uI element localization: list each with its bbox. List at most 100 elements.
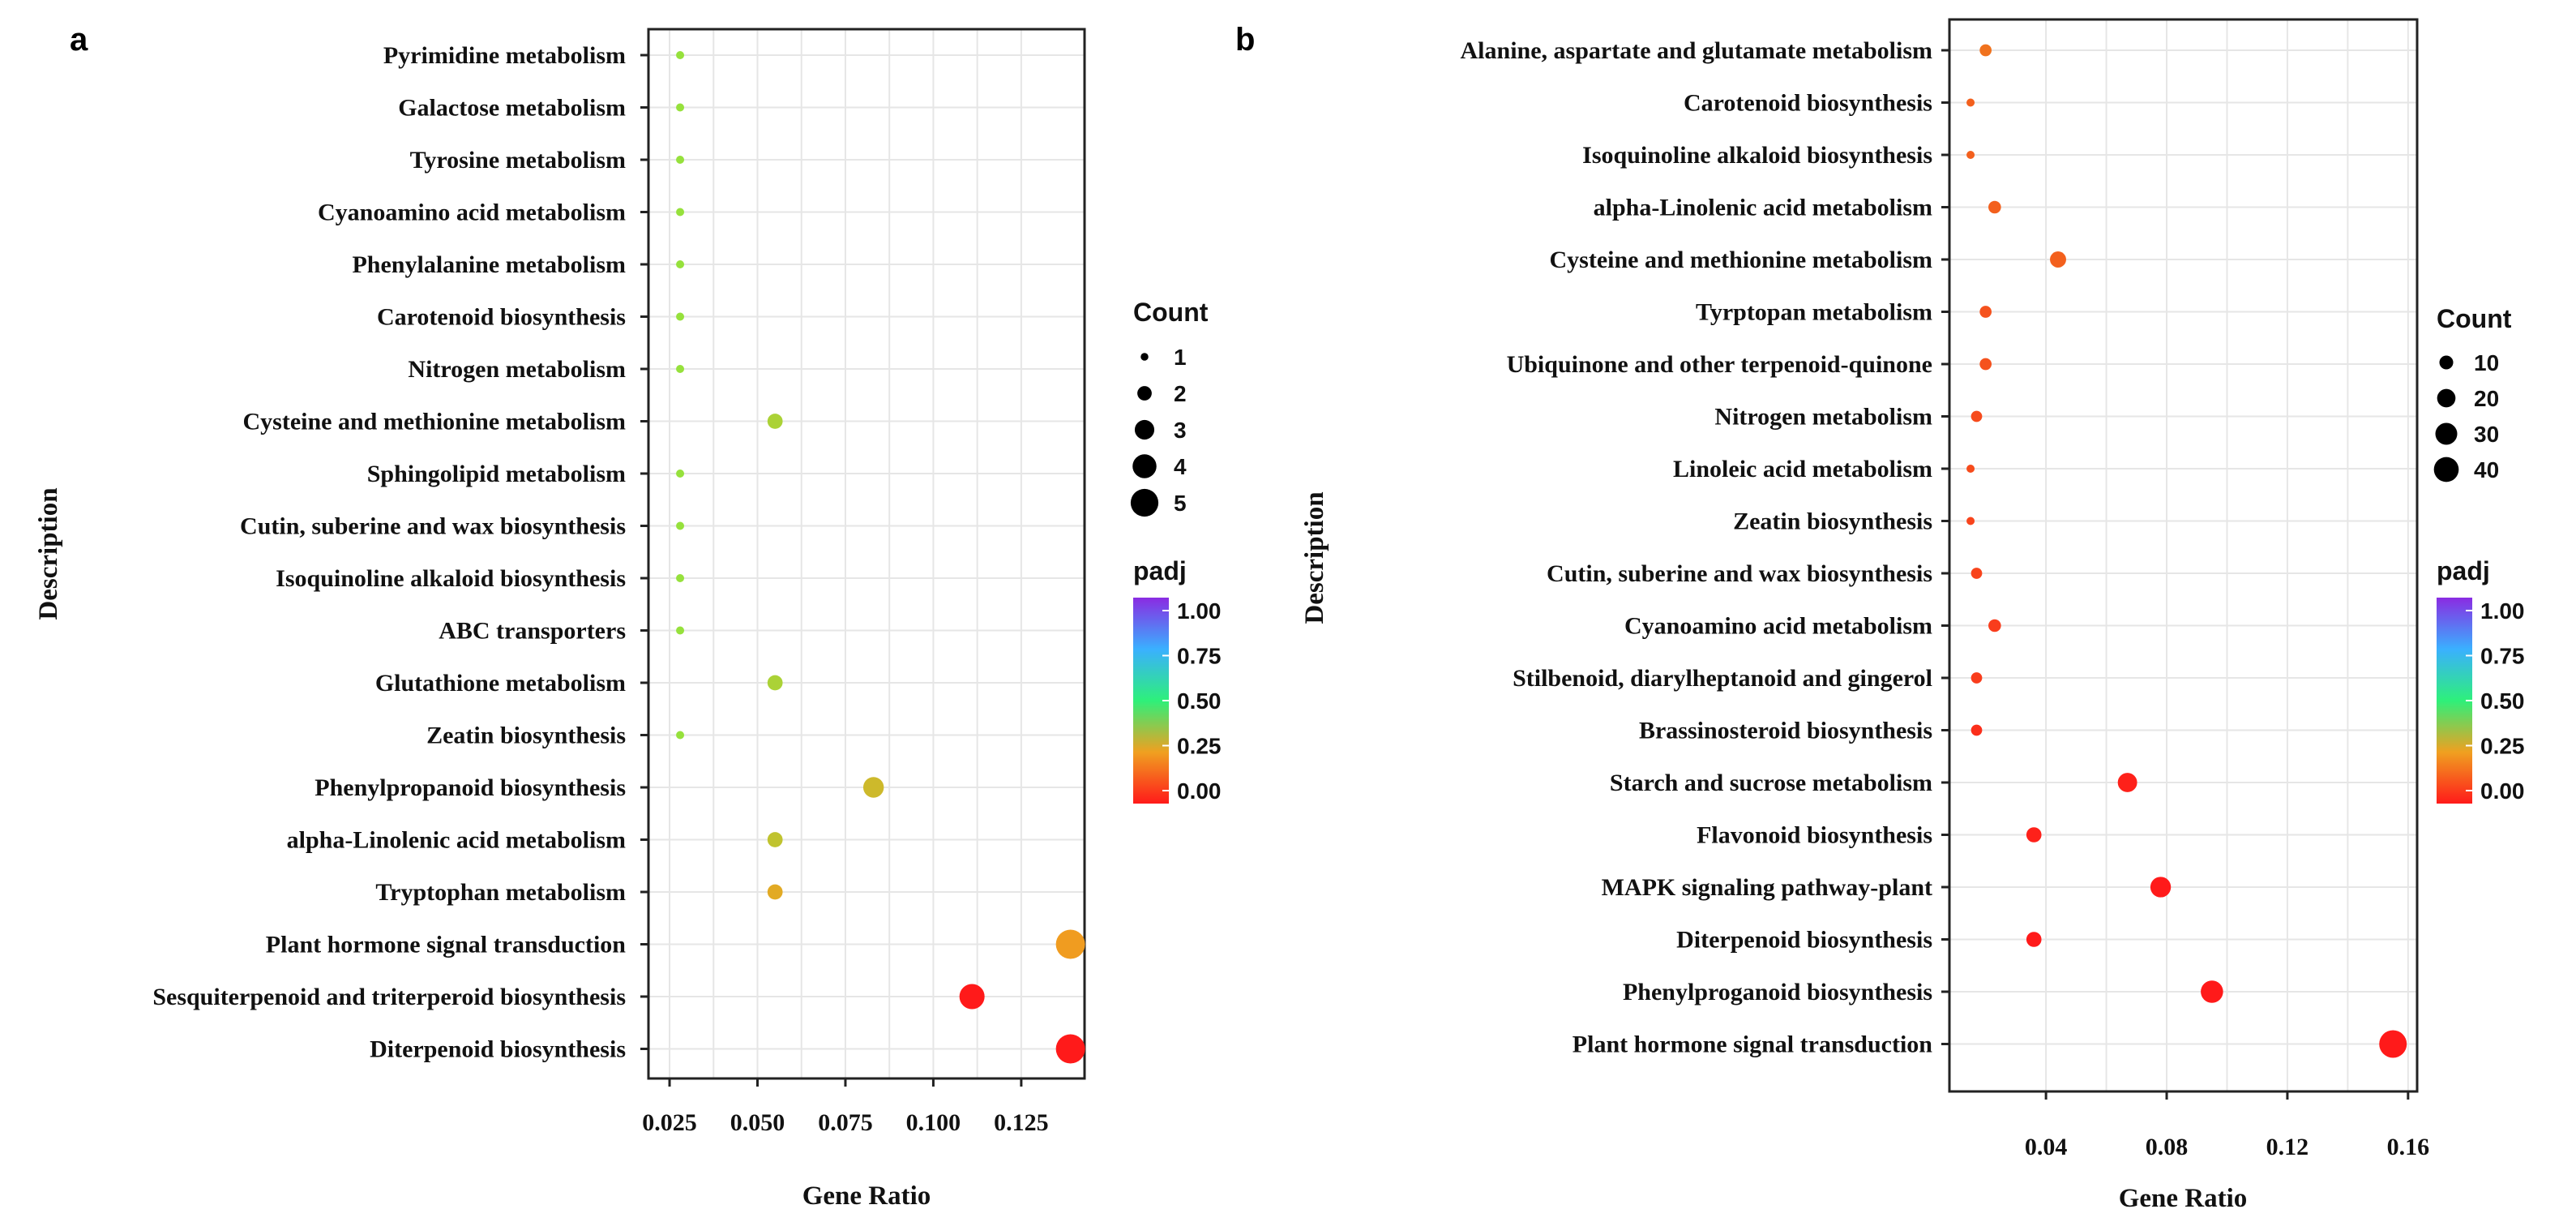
x-tick-label: 0.08 xyxy=(2146,1134,2189,1160)
data-point xyxy=(676,470,685,478)
count-legend-label: 20 xyxy=(2474,386,2499,411)
data-point xyxy=(767,414,783,429)
data-point xyxy=(2026,827,2042,843)
padj-tick-label: 1.00 xyxy=(2480,598,2525,624)
data-point xyxy=(2379,1030,2407,1058)
panel-b-y-axis-label: Description xyxy=(1300,491,1329,624)
data-point xyxy=(1971,724,1983,736)
description-label: alpha-Linolenic acid metabolism xyxy=(287,827,626,854)
data-point xyxy=(1988,619,2001,632)
data-point xyxy=(1988,200,2001,214)
description-label: alpha-Linolenic acid metabolism xyxy=(1594,195,1932,221)
data-point xyxy=(767,832,783,847)
count-legend-dot xyxy=(1137,386,1152,401)
panel-b-x-ticks: 0.04 0.08 0.12 0.16 xyxy=(2025,1091,2429,1160)
count-legend-dot xyxy=(2435,422,2458,445)
count-legend-label: 10 xyxy=(2474,350,2499,375)
description-label: Isoquinoline alkaloid biosynthesis xyxy=(276,565,626,592)
x-tick-label: 0.100 xyxy=(906,1109,961,1136)
description-label: Cyanoamino acid metabolism xyxy=(318,199,626,226)
data-point xyxy=(767,884,783,900)
x-tick-label: 0.025 xyxy=(642,1109,697,1136)
count-legend-label: 1 xyxy=(1174,345,1187,370)
description-label: Tryptophan metabolism xyxy=(375,879,626,906)
data-point xyxy=(2201,980,2223,1003)
panel-a-count-legend: Count 1 2 3 4 5 xyxy=(1130,298,1209,517)
description-label: Linoleic acid metabolism xyxy=(1673,456,1932,482)
description-label: Cysteine and methionine metabolism xyxy=(1550,247,1933,273)
description-label: Cutin, suberine and wax biosynthesis xyxy=(240,513,626,540)
description-label: ABC transporters xyxy=(439,618,626,645)
description-label: Nitrogen metabolism xyxy=(1714,404,1932,431)
count-legend-label: 4 xyxy=(1174,454,1187,479)
x-tick-label: 0.12 xyxy=(2266,1134,2309,1160)
description-label: Diterpenoid biosynthesis xyxy=(370,1036,626,1063)
count-legend-label: 40 xyxy=(2474,457,2499,482)
panel-b-count-legend: Count 10 20 30 40 xyxy=(2433,304,2512,482)
panel-a-points xyxy=(676,51,1085,1064)
count-legend-label: 3 xyxy=(1174,418,1187,443)
description-label: MAPK signaling pathway-plant xyxy=(1602,874,1932,901)
description-label: Flavonoid biosynthesis xyxy=(1697,822,1932,849)
data-point xyxy=(1971,568,1983,579)
data-point xyxy=(676,312,685,321)
x-tick-label: 0.050 xyxy=(730,1109,785,1136)
count-legend-dot xyxy=(1140,353,1149,361)
panel-a-x-axis-label: Gene Ratio xyxy=(802,1181,931,1211)
data-point xyxy=(2026,932,2042,947)
description-label: Isoquinoline alkaloid biosynthesis xyxy=(1582,142,1932,169)
description-label: Phenylalanine metabolism xyxy=(352,251,626,278)
data-point xyxy=(1979,44,1992,57)
panel-a-padj-legend-title: padj xyxy=(1133,556,1187,585)
panel-b: b Alanine, aspartate and glutamate metab… xyxy=(1235,18,2525,1213)
panel-a: a Pyrimidine metabolism Galactose metabol… xyxy=(34,22,1222,1211)
count-legend-dot xyxy=(1134,419,1155,440)
description-label: Cysteine and methionine metabolism xyxy=(243,409,627,435)
description-label: Nitrogen metabolism xyxy=(408,356,626,383)
data-point xyxy=(1966,98,1975,107)
padj-tick-label: 0.00 xyxy=(1177,778,1222,804)
data-point xyxy=(676,208,685,217)
panel-a-label: a xyxy=(70,22,88,58)
data-point xyxy=(676,365,685,373)
data-point xyxy=(1971,672,1983,684)
description-label: Zeatin biosynthesis xyxy=(1733,508,1932,535)
data-point xyxy=(1979,306,1992,318)
data-point xyxy=(1966,465,1975,473)
description-label: Sesquiterpenoid and triterperoid biosynt… xyxy=(152,984,626,1010)
padj-tick-label: 0.50 xyxy=(2480,688,2525,714)
count-legend-dot xyxy=(2433,457,2459,482)
x-tick-label: 0.125 xyxy=(994,1109,1049,1136)
description-label: Carotenoid biosynthesis xyxy=(1684,90,1932,117)
data-point xyxy=(2117,773,2137,792)
panel-a-y-axis-label: Description xyxy=(34,487,63,620)
description-label: Galactose metabolism xyxy=(398,95,626,122)
description-label: Tyrptopan metabolism xyxy=(1696,299,1932,326)
padj-tick-label: 0.50 xyxy=(1177,688,1222,714)
count-legend-dot xyxy=(2437,388,2456,408)
x-tick-label: 0.075 xyxy=(818,1109,873,1136)
padj-tick-label: 0.00 xyxy=(2480,778,2525,804)
padj-tick-label: 0.25 xyxy=(1177,734,1222,759)
description-label: Carotenoid biosynthesis xyxy=(377,304,626,331)
count-legend-dot xyxy=(1132,454,1157,478)
data-point xyxy=(676,260,685,268)
count-legend-label: 30 xyxy=(2474,422,2499,447)
panel-a-count-legend-title: Count xyxy=(1133,298,1209,327)
x-tick-label: 0.04 xyxy=(2025,1134,2068,1160)
description-label: Plant hormone signal transduction xyxy=(266,932,627,958)
count-legend-label: 2 xyxy=(1174,381,1187,406)
panel-a-description-labels: Pyrimidine metabolism Galactose metabolis… xyxy=(152,42,648,1063)
description-label: Zeatin biosynthesis xyxy=(426,722,626,749)
panel-a-grid xyxy=(648,29,1085,1078)
data-point xyxy=(676,574,685,582)
panel-a-padj-legend: padj 1.00 0.75 0.50 0.25 0.00 xyxy=(1133,556,1222,804)
data-point xyxy=(1979,358,1992,371)
description-label: Cyanoamino acid metabolism xyxy=(1624,613,1932,640)
count-legend-dot xyxy=(2439,355,2454,370)
panel-b-label: b xyxy=(1235,22,1255,58)
data-point xyxy=(2150,877,2172,898)
data-point xyxy=(676,103,685,112)
padj-tick-label: 0.75 xyxy=(2480,644,2525,669)
padj-tick-label: 0.25 xyxy=(2480,734,2525,759)
